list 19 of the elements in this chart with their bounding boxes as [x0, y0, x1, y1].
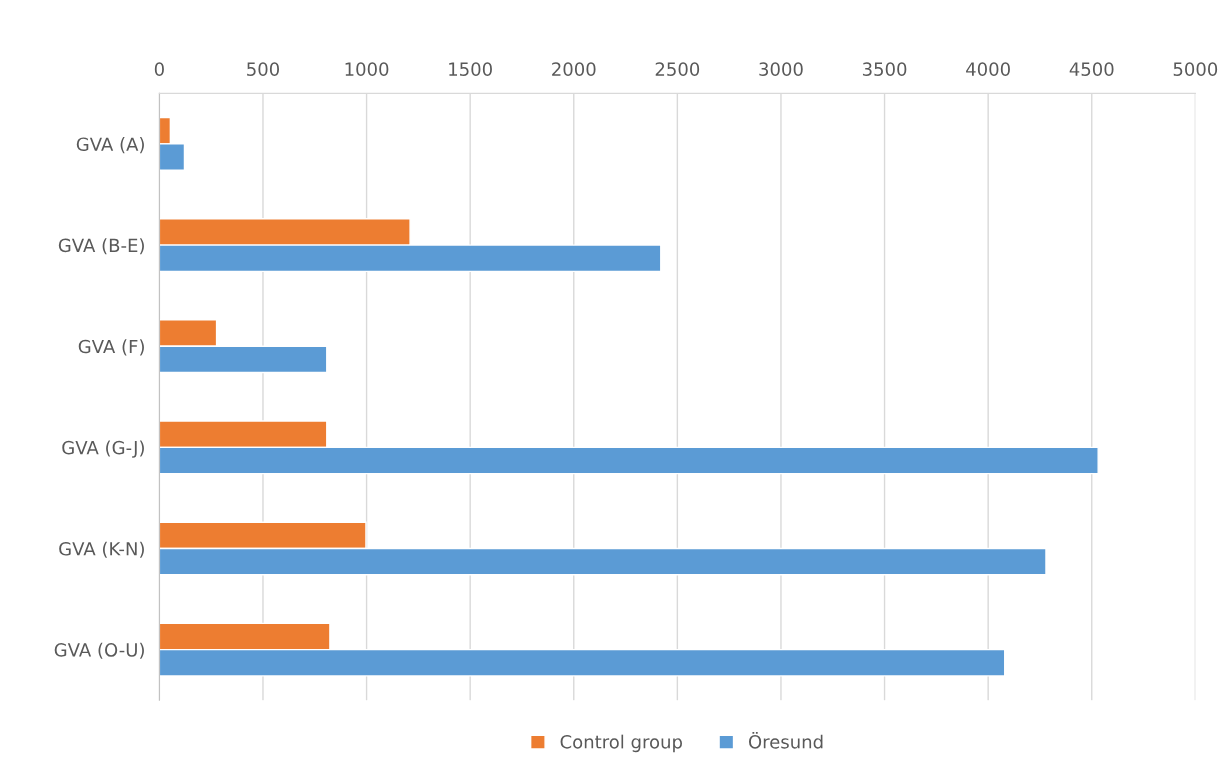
x-tick-label: 0 — [154, 62, 164, 76]
y-tick-label: GVA (A) — [76, 137, 144, 154]
y-tick-label: GVA (F) — [78, 339, 144, 356]
y-tick-label: GVA (O-U) — [54, 642, 144, 659]
x-tick-label: 2000 — [552, 62, 596, 76]
x-tick-label: 1500 — [449, 62, 492, 76]
x-tick-label: 3000 — [759, 62, 803, 76]
y-tick-label: GVA (G-J) — [62, 440, 144, 458]
x-tick-label: 500 — [247, 62, 280, 76]
x-tick-label: 4000 — [966, 62, 1010, 76]
legend-label: Control group — [560, 734, 682, 753]
y-tick-label: GVA (B-E) — [58, 238, 144, 255]
x-tick-label: 1000 — [345, 62, 389, 76]
x-tick-label: 3500 — [862, 62, 907, 76]
x-tick-label: 5000 — [1173, 62, 1218, 76]
y-tick-label: GVA (K-N) — [59, 541, 144, 558]
x-tick-label: 4500 — [1069, 62, 1114, 76]
legend-label: Öresund — [748, 731, 823, 749]
x-tick-label: 2500 — [655, 62, 700, 76]
